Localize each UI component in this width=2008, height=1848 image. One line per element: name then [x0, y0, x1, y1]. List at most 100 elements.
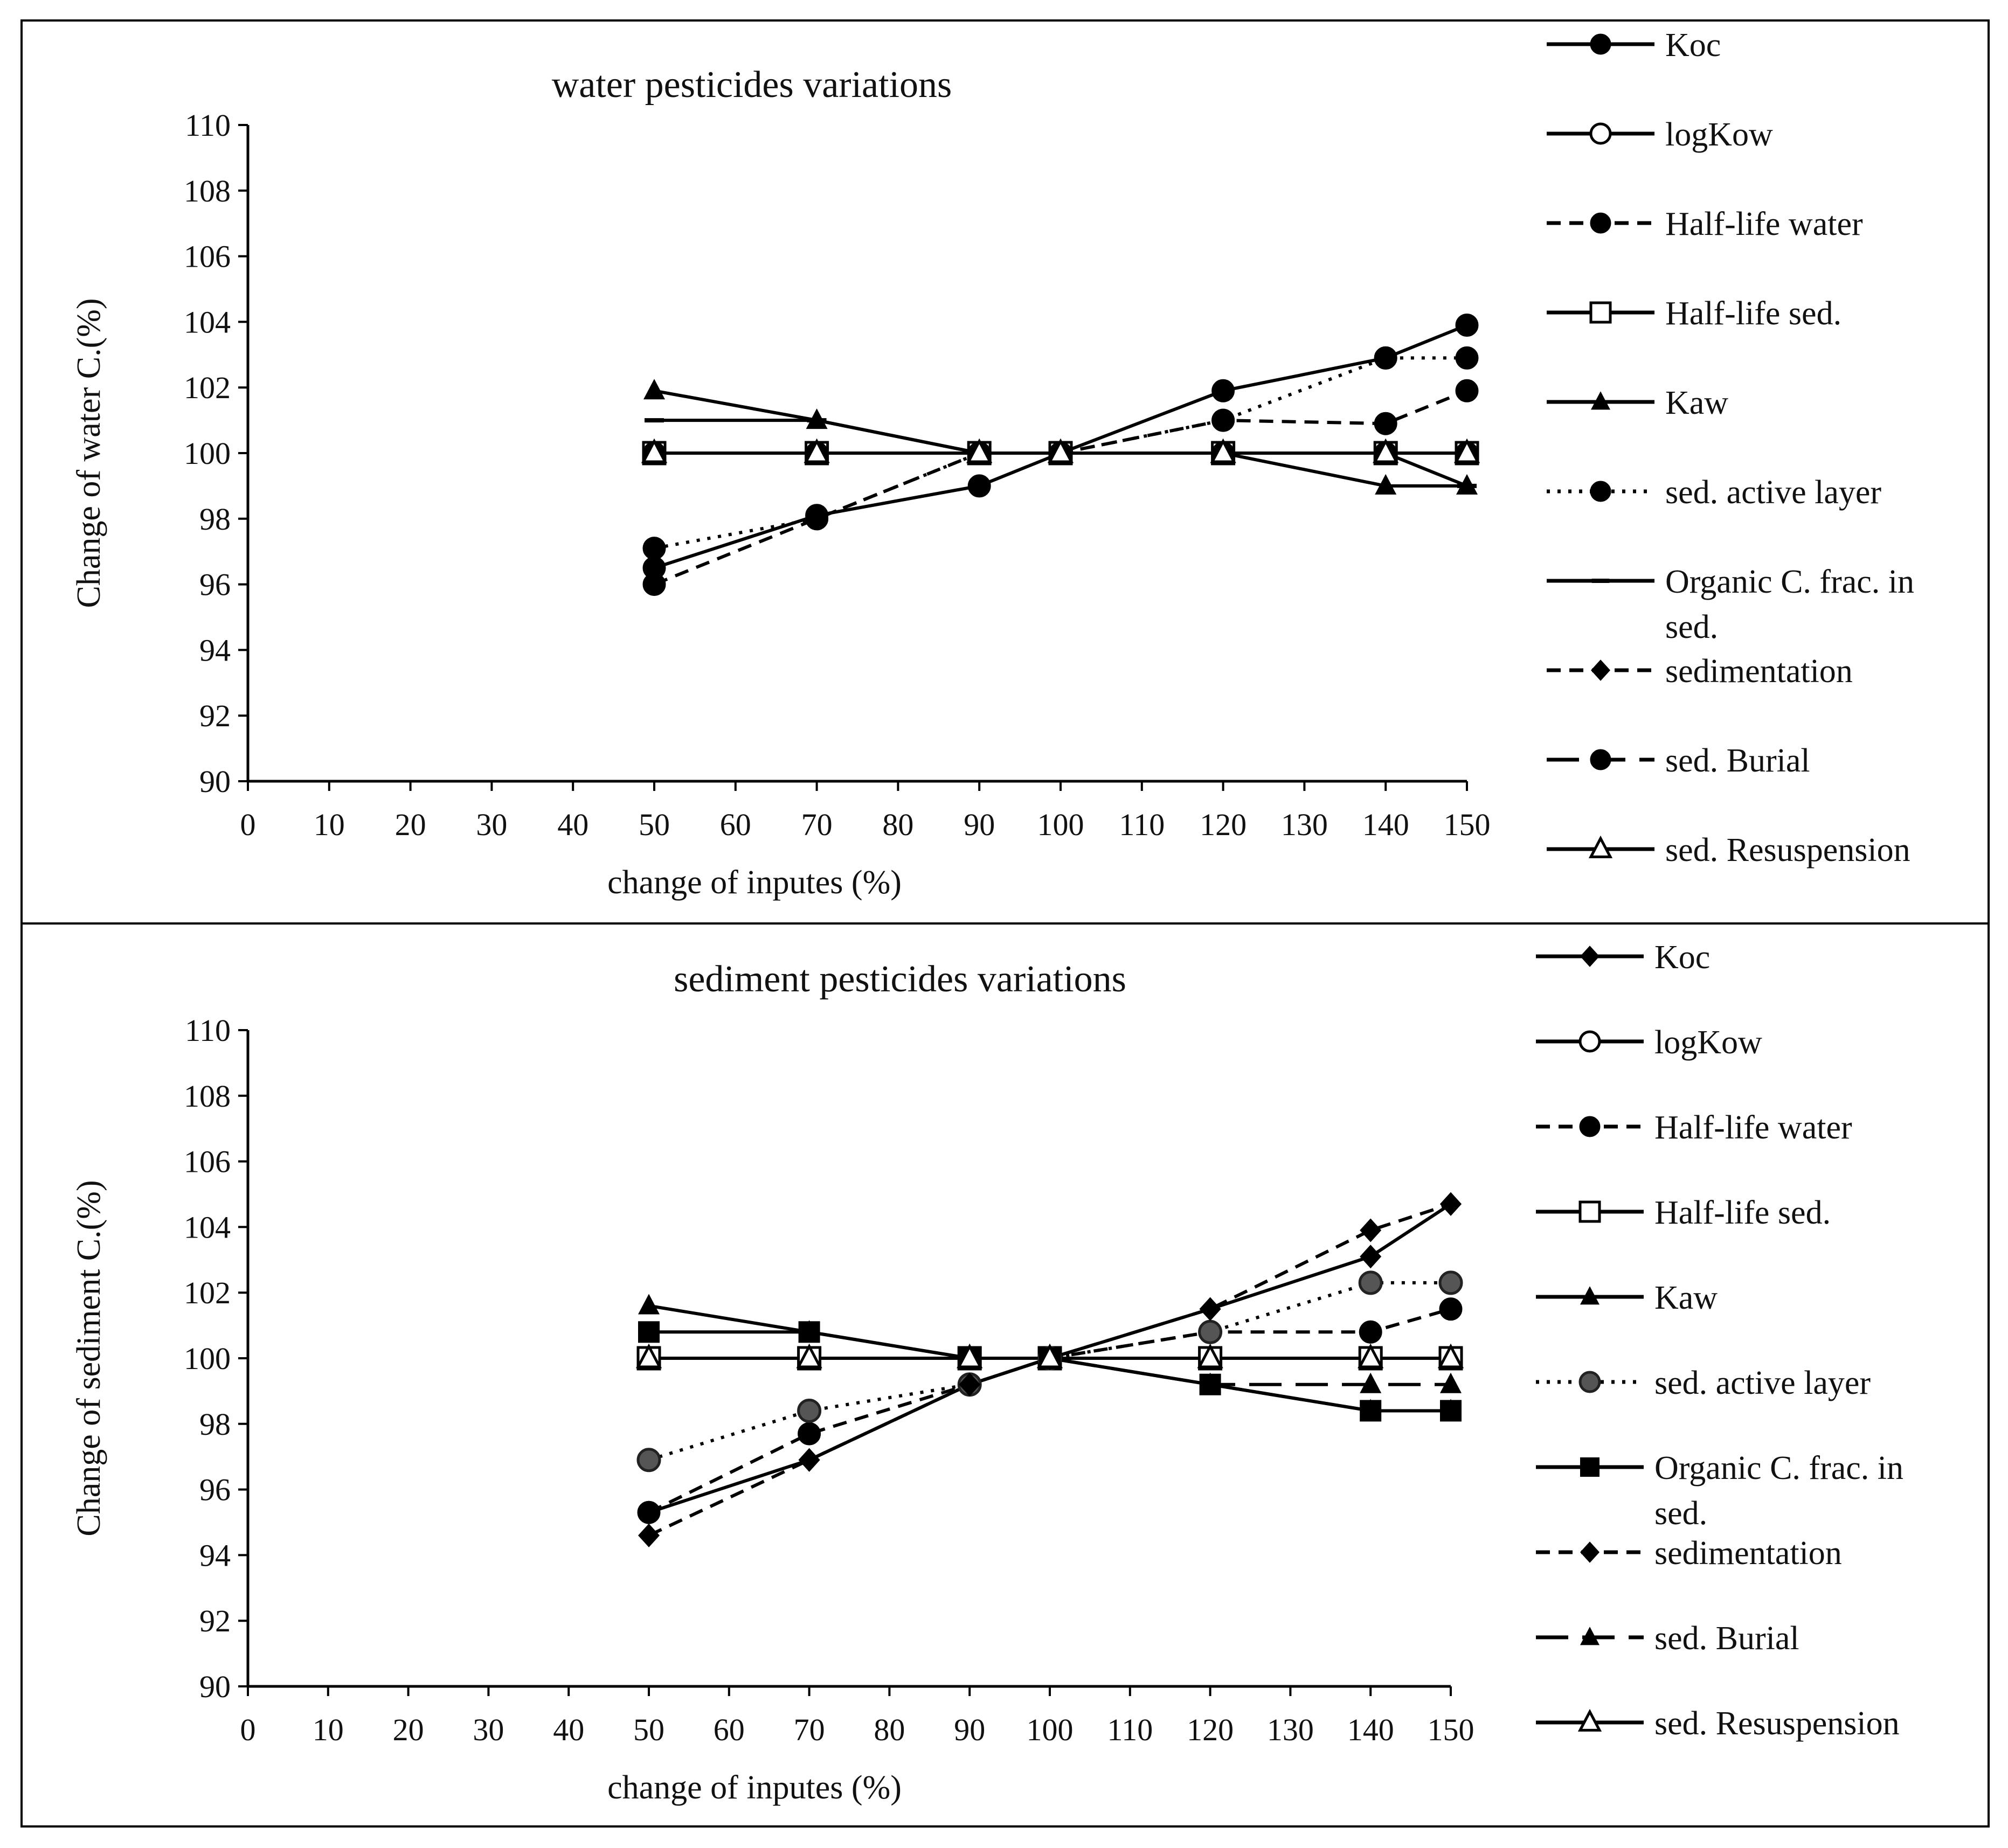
water-legend-label: Koc: [1665, 27, 1721, 64]
sediment-legend-swatch-marker: [1580, 1541, 1600, 1563]
water-x-tick-label: 140: [1362, 807, 1409, 842]
water-legend-item-kaw: Kaw: [1547, 385, 1728, 421]
water-point-sed-active-layer: [1374, 346, 1397, 370]
sediment-legend-label: Half-life sed.: [1654, 1194, 1831, 1231]
water-series-markers: [641, 313, 1480, 596]
sediment-point-half-life-water: [1439, 1297, 1463, 1321]
water-y-tick-label: 94: [199, 633, 231, 668]
water-point-half-life-water: [1455, 379, 1479, 402]
sediment-x-tick-label: 50: [633, 1712, 664, 1747]
water-legend-label: sed. active layer: [1665, 474, 1881, 511]
water-y-tick-label: 110: [185, 108, 231, 143]
sediment-chart-panel: sediment pesticides variations 909294969…: [20, 922, 1990, 1828]
sediment-x-tick-label: 20: [393, 1712, 424, 1747]
water-legend-label: Kaw: [1665, 385, 1728, 421]
water-point-sed-resuspension: [1453, 438, 1480, 463]
sediment-legend: Koc logKow Half-life water Half-life sed. Ka…: [1536, 939, 1903, 1742]
sediment-point-sedimentation: [1360, 1218, 1382, 1242]
water-y-tick-label: 90: [199, 764, 231, 799]
water-x-tick-label: 50: [639, 807, 670, 842]
sediment-x-tick-label: 60: [714, 1712, 745, 1747]
water-legend-item-sed-active-layer: sed. active layer: [1547, 474, 1881, 511]
sediment-legend-label: Half-life water: [1654, 1109, 1852, 1146]
sediment-point-sed-active-layer: [636, 1448, 661, 1472]
water-point-sed-resuspension: [1373, 438, 1399, 463]
water-plot-area: 90 92 94 96 98 100 102 104 106 108 110 0 10 20 30 40 50 6…: [71, 108, 1491, 901]
sediment-y-tick-label: 108: [184, 1079, 231, 1114]
water-x-tick-label: 40: [557, 807, 588, 842]
sediment-x-tick-label: 120: [1187, 1712, 1234, 1747]
sediment-point-organic-c-frac-in-sed: [1440, 1400, 1462, 1422]
sediment-point-koc: [1360, 1245, 1382, 1269]
sediment-point-sed-burial: [1440, 1372, 1462, 1393]
water-point-half-life-water: [1374, 412, 1397, 435]
sediment-legend-label: Organic C. frac. in sed.: [1654, 1450, 1903, 1532]
water-legend-label: Half-life water: [1665, 206, 1863, 242]
sediment-point-half-life-water: [1359, 1320, 1382, 1344]
sediment-legend-swatch-marker: [1580, 1627, 1600, 1645]
sediment-y-tick-label: 96: [199, 1472, 231, 1507]
sediment-point-organic-c-frac-in-sed: [1360, 1400, 1382, 1422]
sediment-y-tick-label: 90: [199, 1669, 231, 1704]
sediment-legend-label: logKow: [1654, 1024, 1762, 1061]
water-legend-item-organic-c-frac-in-sed: Organic C. frac. in sed.: [1547, 564, 1914, 645]
sediment-chart-frame: [20, 922, 1990, 1828]
sediment-legend-item-sed-active-layer: sed. active layer: [1536, 1365, 1871, 1401]
sediment-point-half-life-water: [798, 1422, 821, 1446]
sediment-x-tick-label: 140: [1347, 1712, 1394, 1747]
sediment-point-sedimentation: [959, 1372, 981, 1397]
water-point-organic-c-frac-in-sed: [807, 418, 827, 423]
water-x-tick-label: 0: [240, 807, 256, 842]
sediment-y-axis-title: Change of sediment C.(%): [71, 1180, 107, 1536]
water-legend-label: sedimentation: [1665, 653, 1853, 690]
sediment-x-tick-label: 30: [473, 1712, 504, 1747]
sediment-y-tick-label: 94: [199, 1538, 231, 1573]
water-x-tick-label: 130: [1281, 807, 1328, 842]
water-legend-swatch-marker: [1588, 835, 1613, 858]
water-y-tick-label: 104: [184, 304, 231, 339]
sediment-legend-label: Koc: [1654, 939, 1710, 976]
water-legend-swatch-marker: [1589, 122, 1612, 145]
water-x-tick-label: 80: [882, 807, 913, 842]
water-point-half-life-water: [642, 573, 666, 596]
water-y-tick-label: 100: [184, 436, 231, 471]
sediment-series-markers: [635, 1192, 1464, 1547]
sediment-point-sed-active-layer: [797, 1398, 822, 1423]
water-legend-item-sed-burial: sed. Burial: [1547, 742, 1810, 779]
sediment-legend-item-sed-burial: sed. Burial: [1536, 1620, 1799, 1657]
water-legend-item-half-life-sed: Half-life sed.: [1547, 295, 1841, 332]
water-legend: Koc logKow Half-life water Half-life sed. Ka…: [1547, 27, 1914, 869]
sediment-legend-item-kaw: Kaw: [1536, 1280, 1718, 1316]
water-x-tick-label: 70: [801, 807, 833, 842]
water-point-koc: [1211, 379, 1235, 402]
sediment-x-tick-label: 10: [313, 1712, 344, 1747]
water-point-sed-active-layer: [1211, 408, 1235, 432]
water-legend-swatch-marker: [1591, 579, 1610, 583]
water-legend-item-half-life-water: Half-life water: [1547, 206, 1863, 242]
water-point-sed-resuspension: [641, 438, 668, 463]
water-legend-item-sedimentation: sedimentation: [1547, 653, 1853, 690]
water-legend-swatch-marker: [1590, 33, 1611, 55]
sediment-x-tick-label: 0: [240, 1712, 256, 1747]
water-point-sed-resuspension: [1210, 438, 1236, 463]
water-x-tick-label: 110: [1119, 807, 1165, 842]
water-legend-swatch-marker: [1589, 301, 1612, 324]
water-legend-swatch-marker: [1590, 212, 1611, 234]
water-legend-label: logKow: [1665, 116, 1773, 153]
sediment-legend-item-organic-c-frac-in-sed: Organic C. frac. in sed.: [1536, 1450, 1903, 1532]
water-x-tick-label: 120: [1200, 807, 1247, 842]
sediment-point-sed-resuspension: [1437, 1343, 1464, 1368]
sediment-x-tick-label: 150: [1428, 1712, 1474, 1747]
sediment-y-tick-label: 106: [184, 1144, 231, 1179]
sediment-y-tick-label: 98: [199, 1407, 231, 1442]
sediment-x-tick-label: 100: [1027, 1712, 1074, 1747]
sediment-legend-swatch-marker: [1578, 1371, 1601, 1393]
water-x-tick-label: 150: [1444, 807, 1491, 842]
water-point-koc: [967, 474, 991, 498]
water-legend-item-sed-resuspension: sed. Resuspension: [1547, 832, 1910, 869]
sediment-legend-label: sed. active layer: [1654, 1365, 1871, 1401]
sediment-legend-swatch-marker: [1580, 946, 1600, 967]
sediment-legend-item-logkow: logKow: [1536, 1024, 1762, 1061]
sediment-x-tick-label: 90: [954, 1712, 985, 1747]
